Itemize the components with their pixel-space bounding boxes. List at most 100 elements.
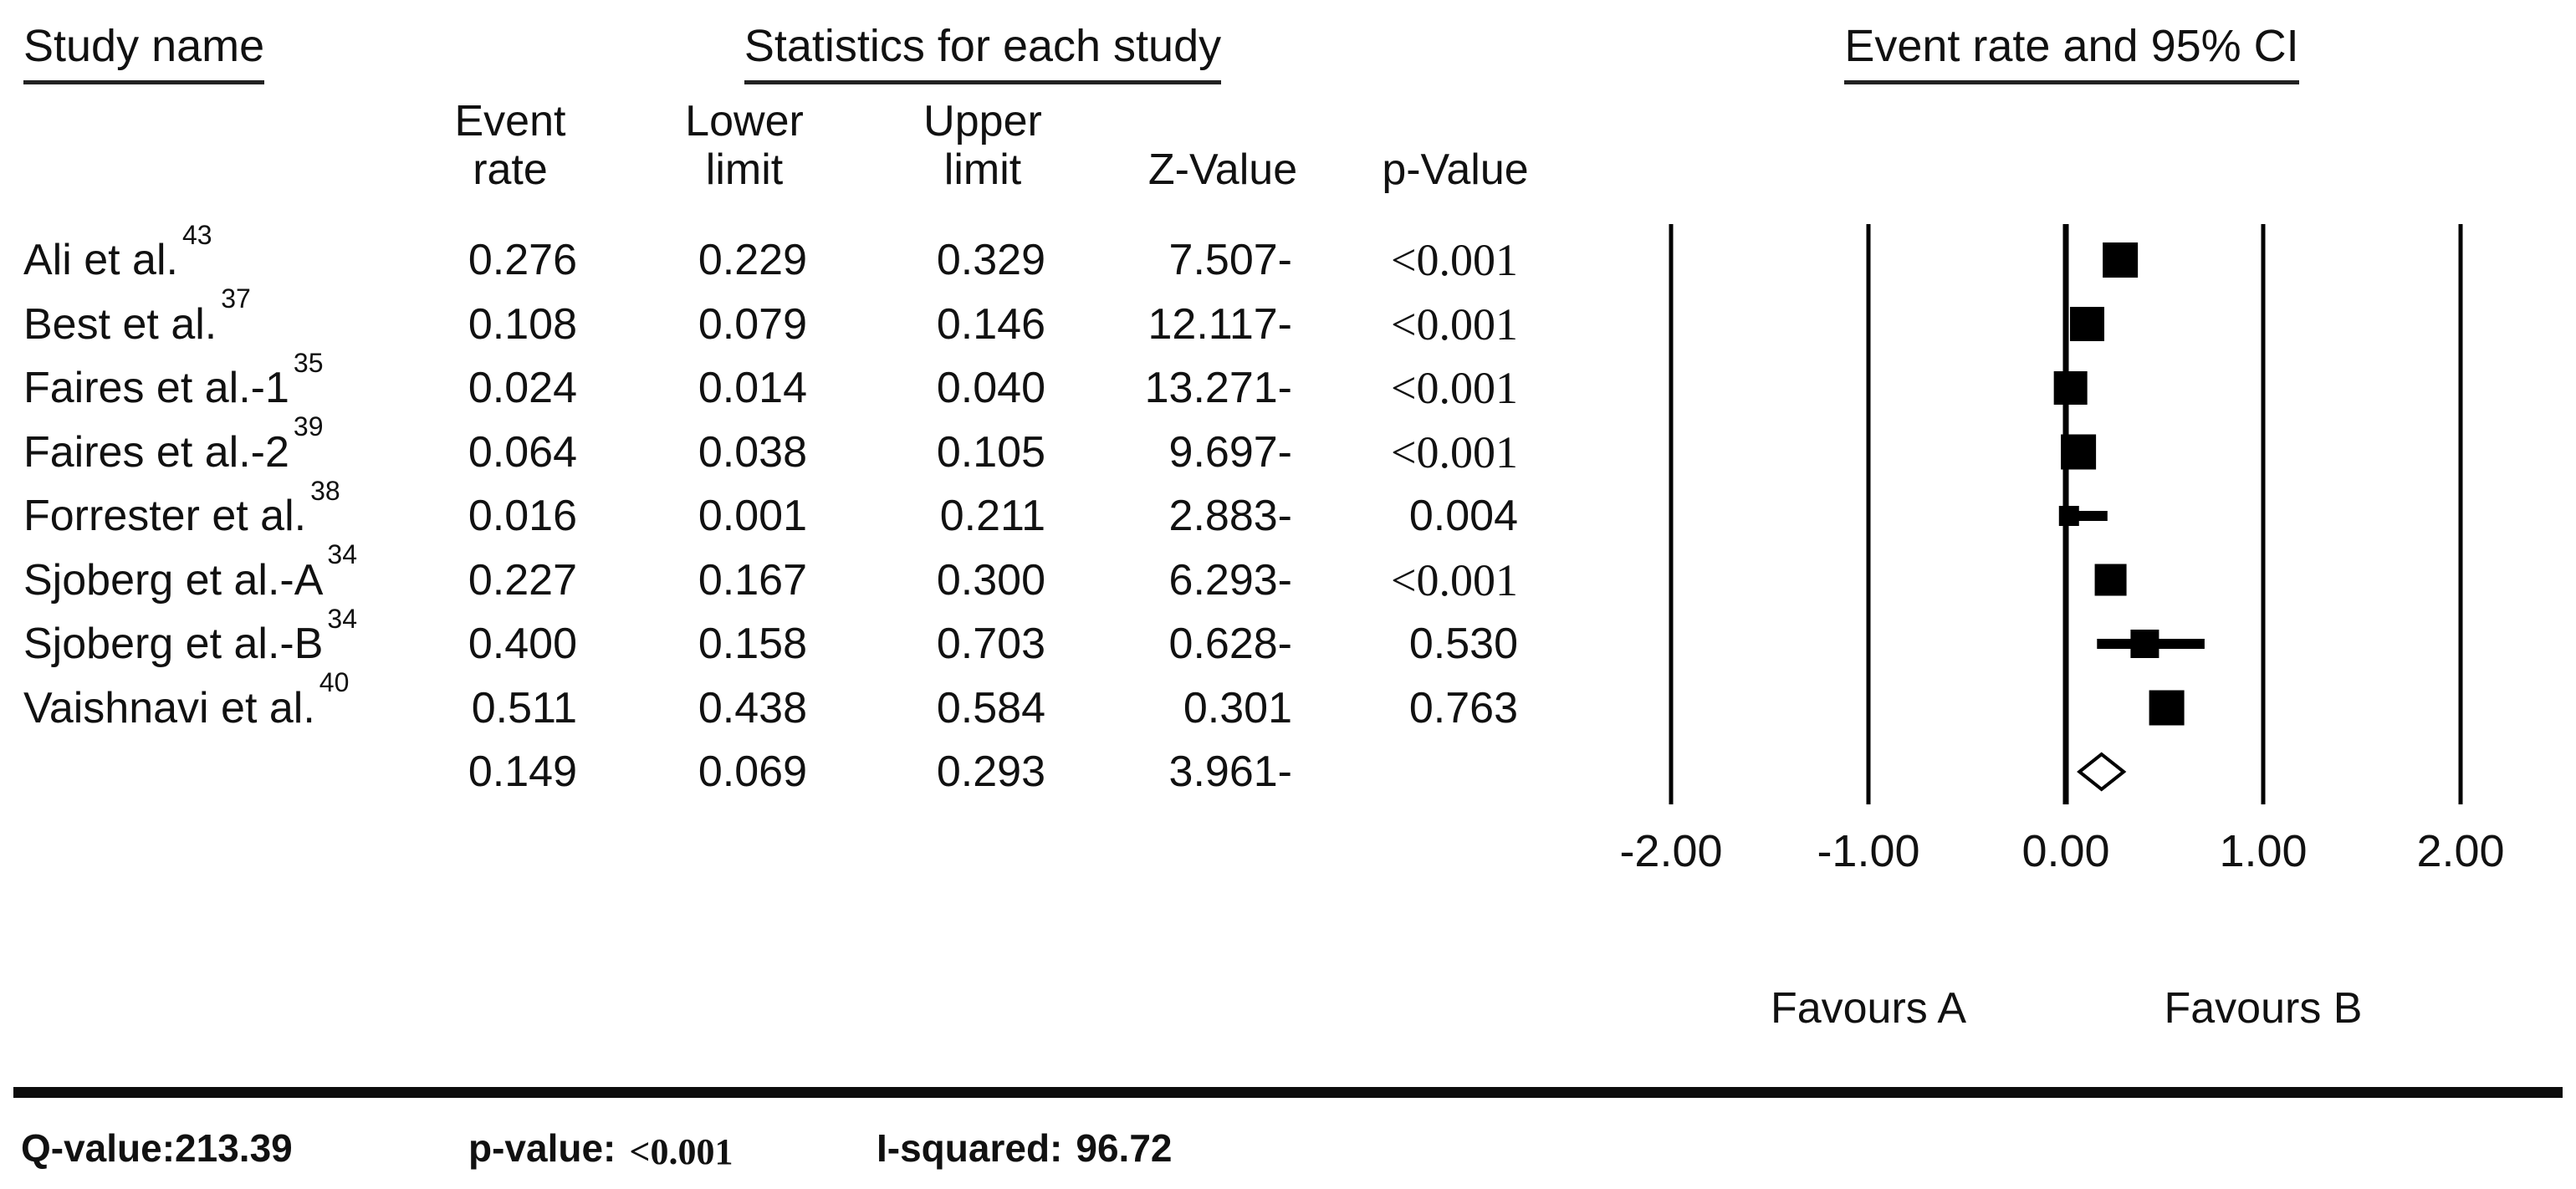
p-value-cell: 0.004 [1408,492,1518,540]
column-header-upper-line1: Upper [923,97,1042,145]
column-header-p-value: p-Value [1382,145,1529,194]
study-name: Faires et al.-239 [23,411,324,477]
table-row: Sjoberg et al.-A34 0.227 0.167 0.300 6.293- <… [0,539,2576,605]
i-squared-number: 96.72 [1076,1126,1173,1170]
summary-diamond [2077,752,2127,792]
column-header-event-line1: Event [454,97,566,145]
x-axis-tick-label: 0.00 [2021,826,2110,876]
lower-limit-cell: 0.158 [698,620,807,668]
p-value-cell: <0.001 [1391,554,1518,605]
study-reference-number: 39 [293,411,324,442]
column-header-upper-line2: limit [943,145,1022,194]
stats-title: Statistics for each study [667,18,1299,84]
study-reference-number: 43 [181,219,212,250]
event-rate-cell: 0.016 [468,492,577,540]
p-value-label: p-value: [468,1126,616,1170]
upper-limit-cell: 0.211 [939,492,1045,540]
study-name: Vaishnavi et al.40 [23,667,350,732]
q-value-number: 213.39 [175,1126,293,1170]
column-header-z-value: Z-Value [1147,145,1298,194]
p-value-cell: <0.001 [1391,235,1518,285]
z-value-cell: 0.628- [1168,620,1292,668]
i-squared-label: I-squared: [877,1126,1063,1170]
z-value-cell: 9.697- [1168,427,1292,477]
z-value-cell: 13.271- [1144,364,1292,412]
x-axis-tick-label: -1.00 [1817,826,1920,876]
study-point-marker [2094,564,2127,596]
study-point-marker [2058,506,2079,526]
lower-limit-cell: 0.438 [698,683,807,732]
table-row: Vaishnavi et al.40 0.511 0.438 0.584 0.301 0.… [0,667,2576,732]
upper-limit-cell: 0.293 [936,748,1045,796]
event-rate-cell: 0.108 [468,299,577,349]
upper-limit-cell: 0.329 [936,236,1045,284]
lower-limit-cell: 0.167 [698,555,807,605]
q-value-stat: Q-value: 213.39 [21,1125,293,1171]
study-reference-number: 34 [327,603,358,634]
p-value-cell: <0.001 [1391,363,1518,413]
p-value-cell: 0.763 [1408,683,1518,732]
lower-limit-cell: 0.014 [698,364,807,412]
study-point-marker [2149,690,2185,726]
x-axis-tick-label: 1.00 [2219,826,2308,876]
table-row: Forrester et al.38 0.016 0.001 0.211 2.883- 0… [0,475,2576,540]
plot-title: Event rate and 95% CI [1756,18,2388,84]
z-value-cell: 6.293- [1168,555,1292,605]
table-row: Faires et al.-239 0.064 0.038 0.105 9.697- <0… [0,411,2576,477]
event-rate-cell: 0.064 [468,427,577,477]
favours-b-label: Favours B [2164,984,2363,1033]
lower-limit-cell: 0.038 [698,427,807,477]
event-rate-cell: 0.400 [468,620,577,668]
study-reference-number: 38 [310,475,340,506]
study-point-marker [2103,242,2139,278]
table-row: Ali et al.43 0.276 0.229 0.329 7.507- <0.001 [0,219,2576,285]
study-point-marker [2069,307,2104,341]
upper-limit-cell: 0.300 [936,555,1045,605]
favours-a-label: Favours A [1770,984,1967,1033]
bottom-rule [13,1087,2563,1098]
event-rate-cell: 0.024 [468,364,577,412]
p-value-cell: <0.001 [1391,426,1518,477]
event-rate-cell: 0.227 [468,555,577,605]
study-reference-number: 34 [327,539,358,570]
upper-limit-cell: 0.584 [936,683,1045,732]
z-value-cell: 7.507- [1168,236,1292,284]
study-point-marker [2053,371,2088,405]
event-rate-cell: 0.149 [468,748,577,796]
p-value-stat: p-value: <0.001 [468,1125,733,1172]
study-name: Sjoberg et al.-A34 [23,539,358,605]
z-value-cell: 0.301 [1183,683,1292,732]
p-value-cell: 0.530 [1408,620,1518,668]
table-row: Best et al.37 0.108 0.079 0.146 12.117- <0.00… [0,285,2576,350]
study-name: Forrester et al.38 [23,475,340,540]
study-reference-number: 35 [293,347,324,378]
plot-title-text: Event rate and 95% CI [1844,18,2299,84]
p-value-cell: <0.001 [1391,299,1518,350]
study-name: Faires et al.-135 [23,347,324,412]
column-header-lower-line2: limit [705,145,784,194]
event-rate-cell: 0.276 [468,236,577,284]
lower-limit-cell: 0.069 [698,748,807,796]
x-axis-tick-label: 2.00 [2416,826,2505,876]
study-name: Ali et al.43 [23,219,212,284]
lower-limit-cell: 0.229 [698,236,807,284]
upper-limit-cell: 0.146 [936,299,1045,349]
summary-row: 0.149 0.069 0.293 3.961- [0,748,2576,796]
study-reference-number: 37 [221,283,251,314]
z-value-cell: 3.961- [1168,748,1292,796]
stats-title-text: Statistics for each study [744,18,1222,84]
q-value-label: Q-value: [21,1126,176,1170]
x-axis-tick-label: -2.00 [1619,826,1723,876]
z-value-cell: 2.883- [1168,492,1292,540]
z-value-cell: 12.117- [1147,299,1292,349]
column-header-event-rate: Event rate [418,97,602,194]
column-header-lower-line1: Lower [685,97,804,145]
upper-limit-cell: 0.105 [936,427,1045,477]
event-rate-cell: 0.511 [471,683,577,732]
study-point-marker [2061,434,2097,470]
table-row: Sjoberg et al.-B34 0.400 0.158 0.703 0.628- 0… [0,605,2576,668]
study-reference-number: 40 [319,667,350,698]
lower-limit-cell: 0.001 [698,492,807,540]
